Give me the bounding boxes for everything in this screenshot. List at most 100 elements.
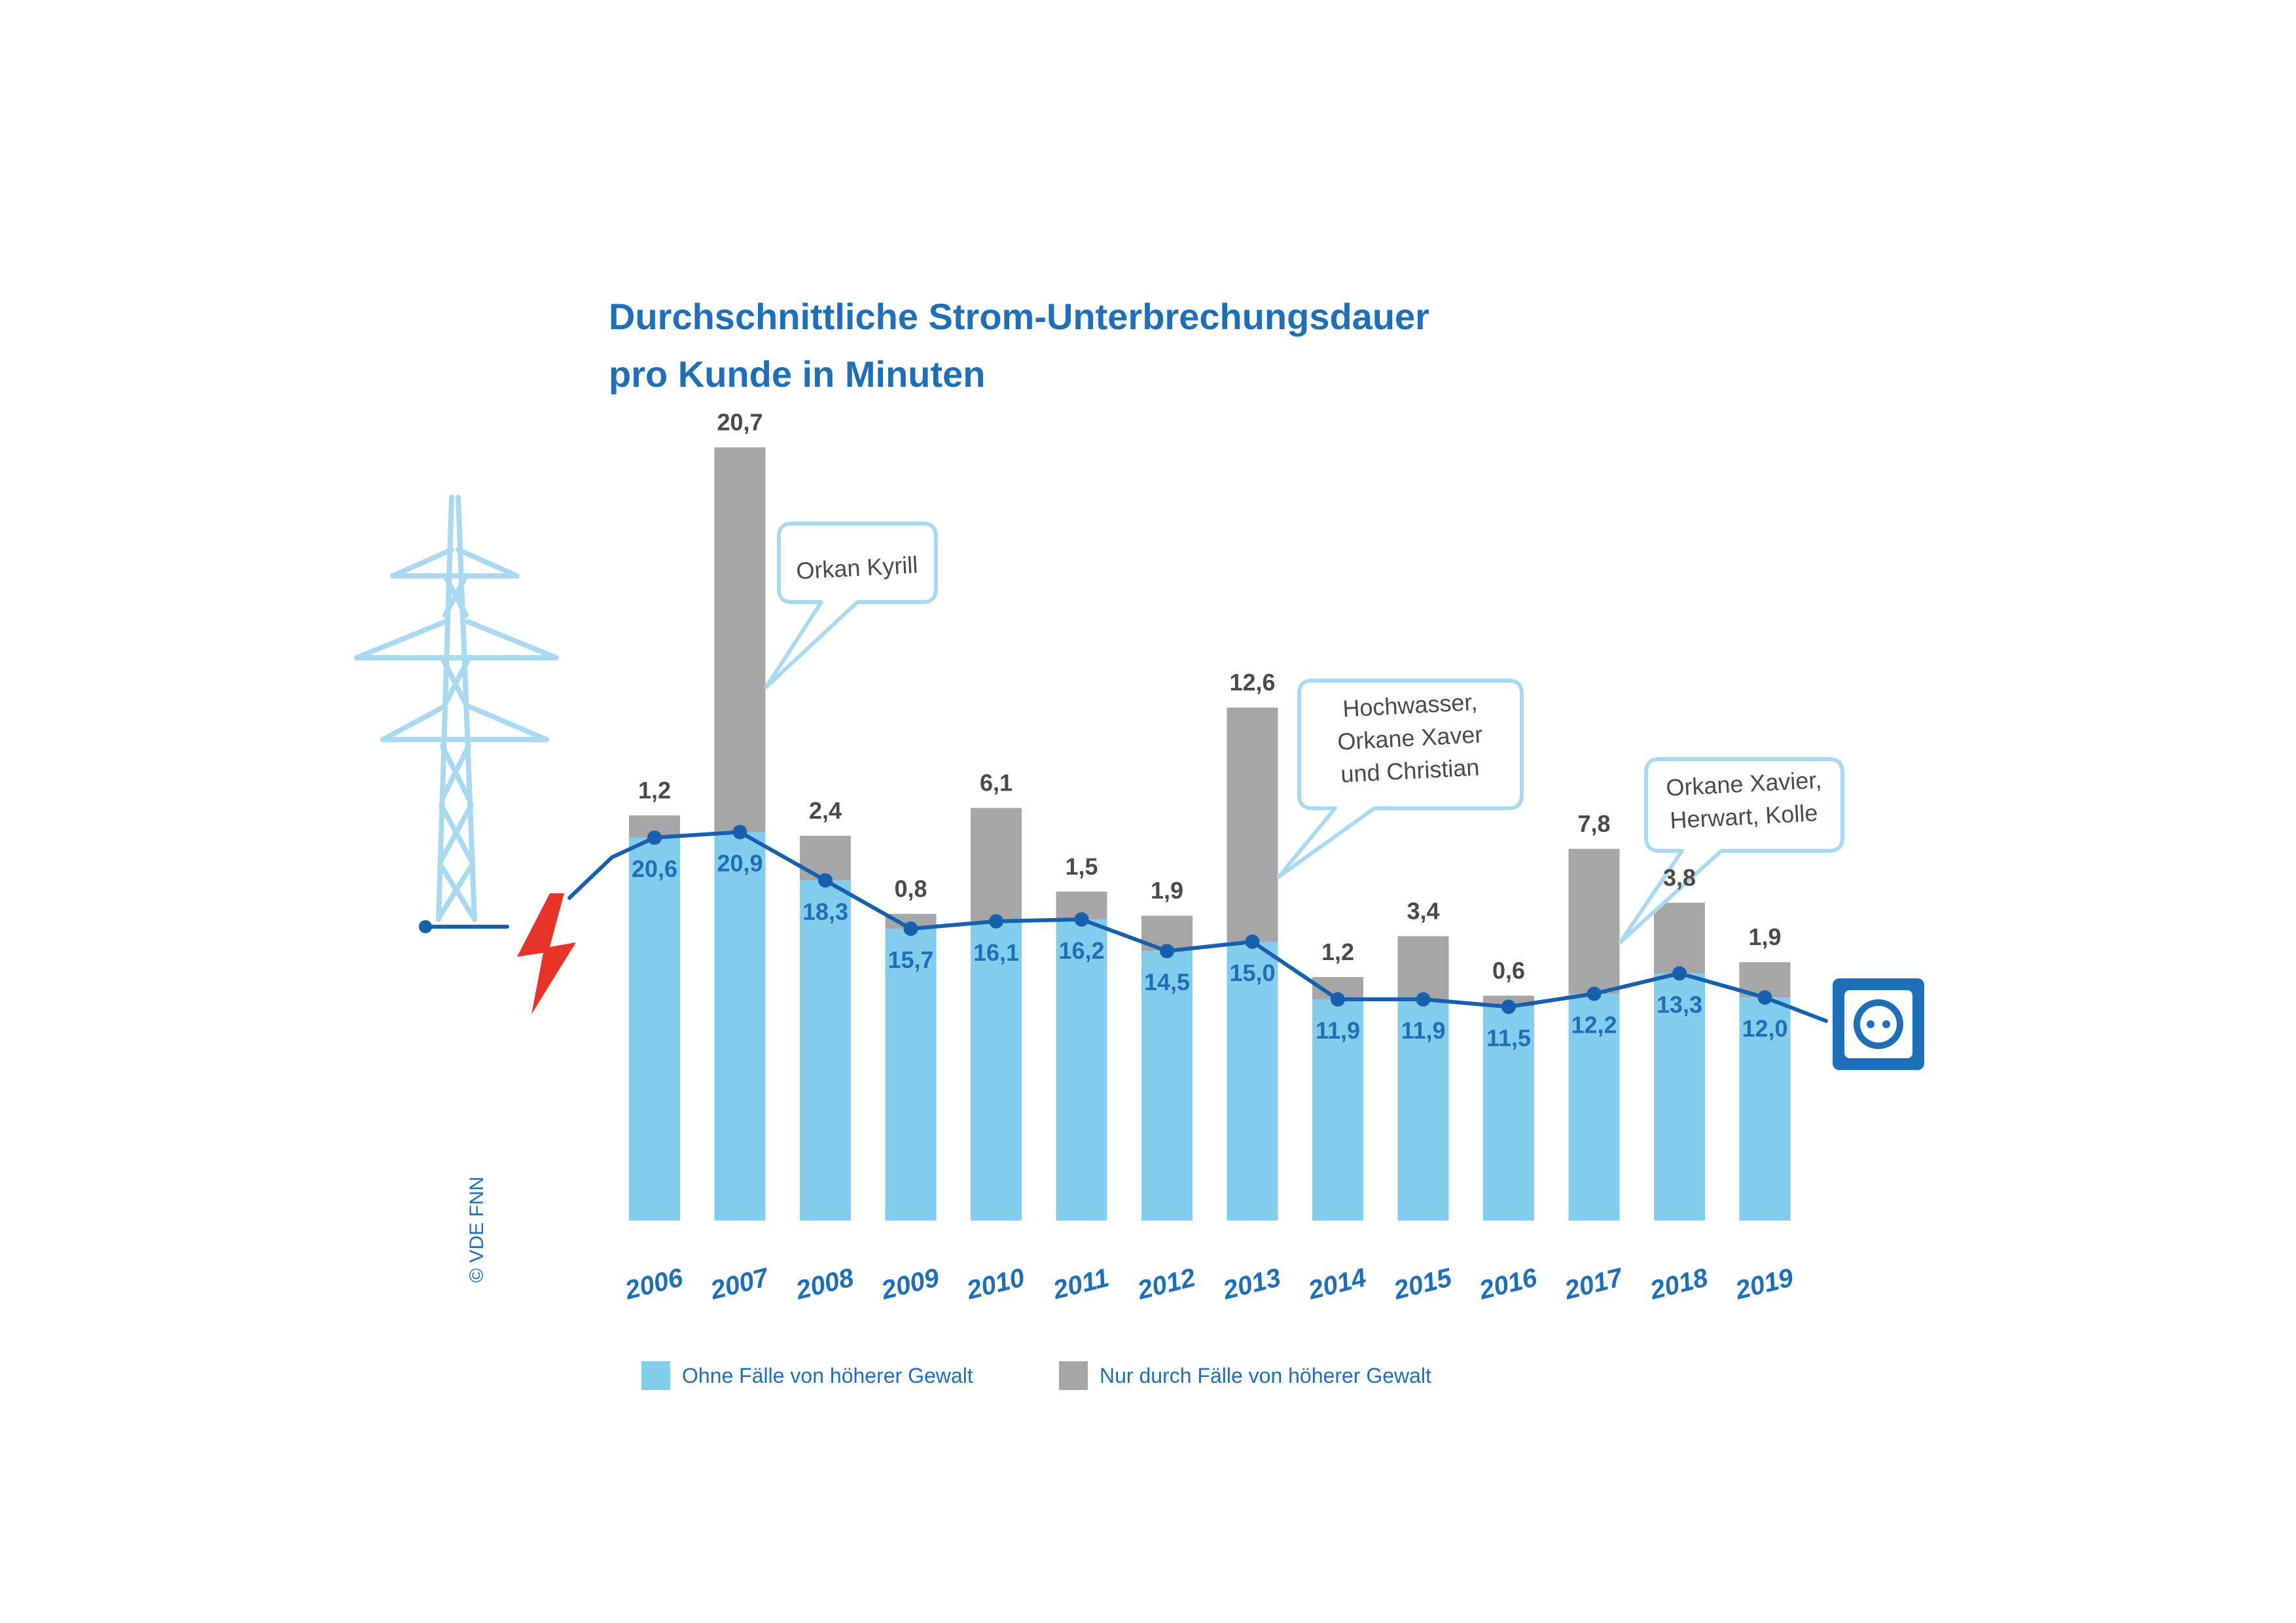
trend-point: [903, 921, 918, 936]
trend-point: [1757, 990, 1772, 1005]
bar-base-2006: [629, 837, 680, 1221]
trend-point: [989, 914, 1003, 929]
tower-stroke: [467, 704, 549, 742]
x-tick-label: 2009: [878, 1263, 942, 1306]
copyright-note: © VDE FNN: [466, 1176, 488, 1283]
x-tick-label: 2006: [622, 1263, 687, 1306]
x-tick-label: 2007: [707, 1263, 772, 1306]
trend-point: [1245, 935, 1260, 949]
chart-title: Durchschnittliche Strom-Unterbrechungsda…: [609, 288, 1429, 403]
value-label-force-majeure: 3,4: [1407, 897, 1439, 924]
tower-stroke: [456, 547, 520, 579]
value-label-force-majeure: 20,7: [717, 409, 762, 436]
wire-start-point: [419, 920, 432, 933]
trend-point: [732, 825, 747, 840]
value-label-force-majeure: 0,6: [1492, 957, 1525, 984]
value-label-base: 20,9: [717, 849, 762, 876]
value-label-force-majeure: 12,6: [1229, 669, 1275, 696]
x-tick-label: 2012: [1134, 1263, 1198, 1305]
legend-item-base: Ohne Fälle von höherer Gewalt: [641, 1361, 973, 1390]
bar-base-2010: [971, 921, 1022, 1221]
legend-label-force-majeure: Nur durch Fälle von höherer Gewalt: [1100, 1363, 1431, 1387]
callout-bubble: [1618, 757, 1844, 944]
chart-title-line-2: pro Kunde in Minuten: [609, 353, 986, 395]
bar-base-2015: [1397, 999, 1449, 1221]
value-label-base: 11,9: [1401, 1017, 1445, 1044]
chart-title-line-1: Durchschnittliche Strom-Unterbrechungsda…: [609, 296, 1429, 337]
bar-base-2016: [1483, 1007, 1534, 1221]
lightning-icon: [517, 893, 576, 1014]
annotation-callout: Orkan Kyrill: [764, 522, 938, 689]
x-tick-label: 2019: [1732, 1263, 1797, 1306]
bar-base-2012: [1141, 951, 1193, 1221]
bar-base-2009: [885, 929, 937, 1221]
socket-inner: [1860, 1006, 1897, 1043]
tower-stroke: [439, 802, 474, 863]
value-label-base: 16,1: [973, 939, 1019, 966]
value-label-base: 12,2: [1571, 1012, 1617, 1039]
tower-stroke: [442, 573, 469, 618]
x-tick-label: 2015: [1390, 1263, 1455, 1306]
bar-force-majeure-2018: [1654, 902, 1705, 974]
legend-item-force-majeure: Nur durch Fälle von höherer Gewalt: [1059, 1361, 1431, 1390]
bar-base-2019: [1739, 997, 1791, 1221]
value-label-force-majeure: 1,5: [1065, 853, 1098, 880]
bar-force-majeure-2015: [1397, 936, 1449, 1000]
x-tick-label: 2013: [1219, 1263, 1283, 1305]
value-label-force-majeure: 7,8: [1577, 810, 1610, 837]
power-tower-icon: [354, 495, 559, 922]
x-tick-label: 2008: [793, 1263, 857, 1306]
bar-force-majeure-2007: [714, 447, 766, 832]
bar-base-2018: [1654, 973, 1705, 1221]
value-label-force-majeure: 1,9: [1748, 923, 1781, 950]
value-label-base: 15,7: [888, 946, 933, 973]
trend-point: [1587, 986, 1602, 1001]
tower-stroke: [441, 658, 470, 709]
power-socket-icon: [1833, 978, 1924, 1070]
socket-pin-left: [1867, 1020, 1874, 1028]
trend-point: [1331, 992, 1345, 1007]
value-label-base: 15,0: [1229, 959, 1275, 986]
value-label-force-majeure: 0,8: [894, 875, 927, 902]
callout-bubble: [1276, 679, 1524, 879]
bar-base-2017: [1568, 993, 1620, 1221]
tower-stroke: [440, 743, 471, 801]
bar-force-majeure-2013: [1227, 707, 1278, 942]
tower-stroke: [437, 861, 475, 919]
trend-point: [818, 873, 833, 888]
trend-point: [1074, 912, 1089, 927]
legend-label-base: Ohne Fälle von höherer Gewalt: [682, 1363, 973, 1387]
value-label-force-majeure: 1,9: [1151, 877, 1183, 904]
value-label-base: 11,9: [1316, 1017, 1360, 1044]
tower-stroke: [390, 547, 454, 579]
x-tick-label: 2018: [1647, 1263, 1712, 1306]
annotation-callout: Orkane Xavier,Herwart, Kolle: [1618, 757, 1844, 944]
bar-base-2013: [1227, 942, 1278, 1221]
tower-stroke: [465, 619, 559, 660]
value-label-base: 16,2: [1058, 937, 1104, 964]
value-label-force-majeure: 1,2: [638, 777, 671, 804]
tower-stroke: [380, 704, 446, 742]
x-tick-label: 2017: [1561, 1263, 1626, 1306]
value-label-base: 18,3: [802, 898, 848, 925]
bar-force-majeure-2010: [971, 808, 1022, 921]
trend-point: [647, 830, 662, 845]
trend-point: [1501, 999, 1516, 1014]
x-tick-label: 2014: [1305, 1263, 1369, 1305]
bar-base-2007: [714, 832, 766, 1221]
value-label-base: 13,3: [1657, 991, 1702, 1018]
value-label-force-majeure: 3,8: [1663, 864, 1696, 891]
legend-swatch-base: [641, 1361, 670, 1390]
value-label-base: 20,6: [632, 855, 677, 882]
bar-force-majeure-2017: [1568, 849, 1620, 994]
legend-swatch-force-majeure: [1059, 1361, 1088, 1390]
bar-base-2008: [800, 880, 851, 1221]
value-label-base: 12,0: [1742, 1015, 1787, 1042]
callout-text: Orkan Kyrill: [795, 551, 918, 584]
value-label-base: 14,5: [1144, 969, 1190, 995]
tower-stroke: [354, 619, 448, 660]
bar-force-majeure-2009: [885, 914, 937, 929]
value-label-force-majeure: 1,2: [1321, 938, 1354, 965]
trend-point: [1672, 966, 1687, 981]
